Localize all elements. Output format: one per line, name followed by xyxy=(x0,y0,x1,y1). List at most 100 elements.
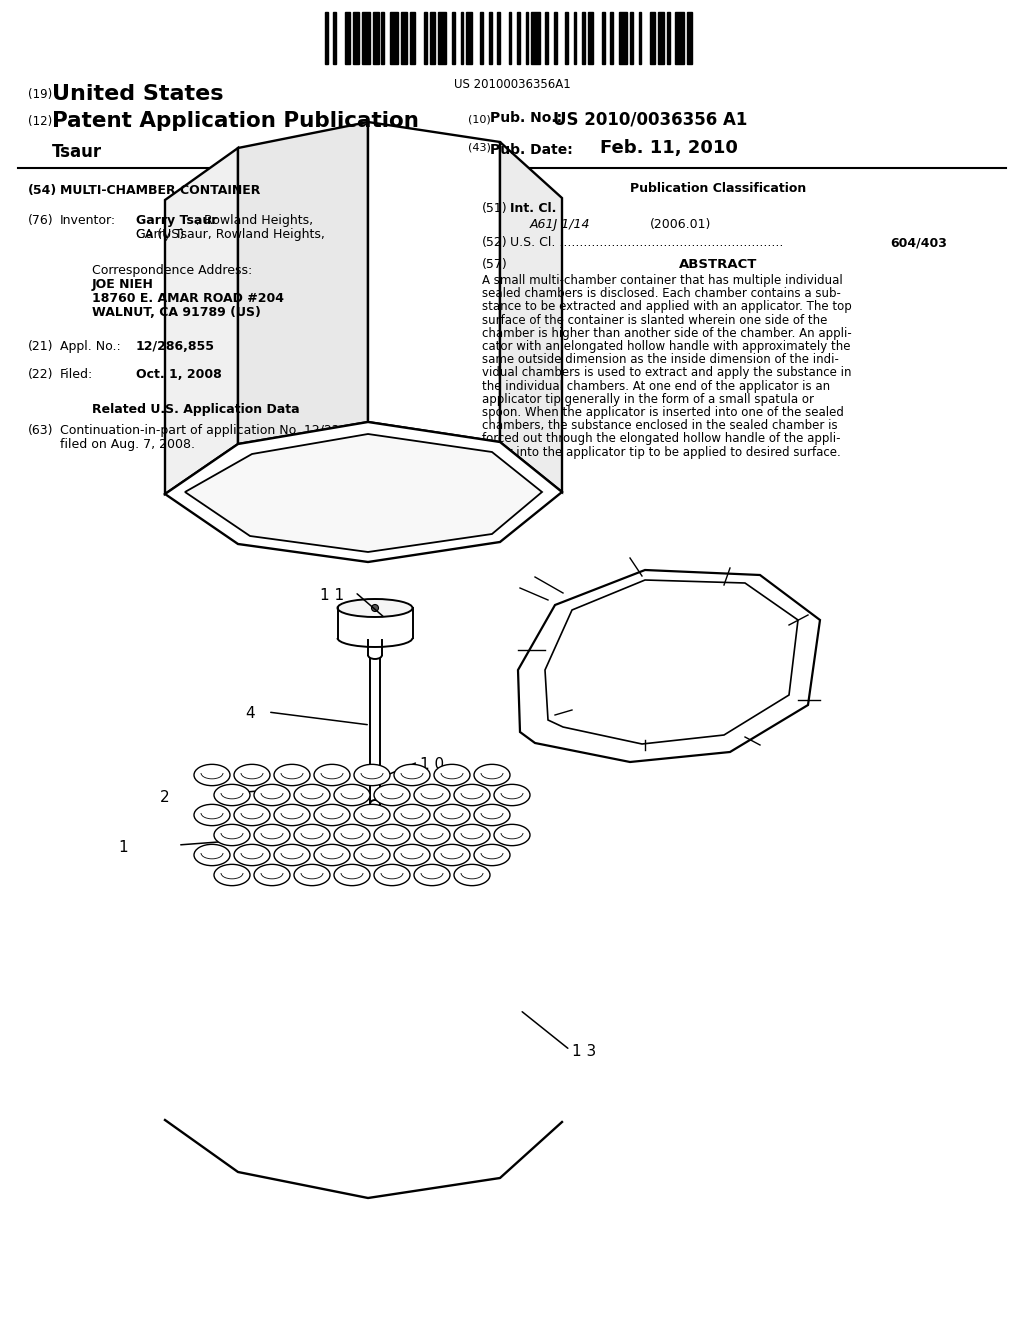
Text: (63): (63) xyxy=(28,424,53,437)
Text: (10): (10) xyxy=(468,114,490,124)
Ellipse shape xyxy=(294,784,330,805)
Bar xyxy=(525,12,528,63)
Ellipse shape xyxy=(414,784,450,805)
Ellipse shape xyxy=(434,845,470,866)
Ellipse shape xyxy=(314,845,350,866)
Text: Publication Classification: Publication Classification xyxy=(630,182,806,195)
Ellipse shape xyxy=(474,764,510,785)
Bar xyxy=(410,12,416,63)
Text: 604/403: 604/403 xyxy=(890,236,947,249)
Bar xyxy=(573,12,577,63)
Bar xyxy=(466,12,472,63)
Ellipse shape xyxy=(454,824,490,846)
Ellipse shape xyxy=(234,845,270,866)
Bar xyxy=(517,12,520,63)
Bar xyxy=(424,12,427,63)
Bar xyxy=(453,12,455,63)
Text: Correspondence Address:: Correspondence Address: xyxy=(92,264,252,277)
Bar xyxy=(531,12,540,63)
Text: 1 3: 1 3 xyxy=(572,1044,596,1059)
Text: chamber is higher than another side of the chamber. An appli-: chamber is higher than another side of t… xyxy=(482,327,852,339)
Polygon shape xyxy=(368,121,500,442)
Ellipse shape xyxy=(434,764,470,785)
Bar xyxy=(618,12,628,63)
Bar xyxy=(667,12,670,63)
Text: (52): (52) xyxy=(482,236,508,249)
Text: , Rowland Heights,: , Rowland Heights, xyxy=(196,214,313,227)
Text: United States: United States xyxy=(52,84,223,104)
Text: Tsaur: Tsaur xyxy=(52,143,102,161)
Text: stance to be extracted and applied with an applicator. The top: stance to be extracted and applied with … xyxy=(482,301,852,313)
Text: sealed chambers is disclosed. Each chamber contains a sub-: sealed chambers is disclosed. Each chamb… xyxy=(482,288,841,300)
Text: ABSTRACT: ABSTRACT xyxy=(679,257,757,271)
Bar xyxy=(639,12,641,63)
Ellipse shape xyxy=(394,845,430,866)
Bar xyxy=(461,12,464,63)
Text: Pub. Date:: Pub. Date: xyxy=(490,143,572,157)
Text: CA (US): CA (US) xyxy=(136,228,184,242)
Text: applicator tip generally in the form of a small spatula or: applicator tip generally in the form of … xyxy=(482,393,814,405)
Ellipse shape xyxy=(394,764,430,785)
Text: (57): (57) xyxy=(482,257,508,271)
Bar xyxy=(480,12,483,63)
Ellipse shape xyxy=(374,865,410,886)
Ellipse shape xyxy=(474,804,510,826)
Text: (43): (43) xyxy=(468,143,490,153)
Text: same outside dimension as the inside dimension of the indi-: same outside dimension as the inside dim… xyxy=(482,354,839,366)
Bar xyxy=(554,12,557,63)
Bar xyxy=(686,12,692,63)
Bar xyxy=(658,12,664,63)
Text: Related U.S. Application Data: Related U.S. Application Data xyxy=(92,403,300,416)
Ellipse shape xyxy=(454,784,490,805)
Bar xyxy=(565,12,568,63)
Ellipse shape xyxy=(334,784,370,805)
Text: A small multi-chamber container that has multiple individual: A small multi-chamber container that has… xyxy=(482,275,843,286)
Ellipse shape xyxy=(214,784,250,805)
Ellipse shape xyxy=(254,865,290,886)
Polygon shape xyxy=(500,143,562,492)
Ellipse shape xyxy=(334,824,370,846)
Ellipse shape xyxy=(414,824,450,846)
Text: (2006.01): (2006.01) xyxy=(650,218,712,231)
Text: US 20100036356A1: US 20100036356A1 xyxy=(454,78,570,91)
Text: cator with an elongated hollow handle with approximately the: cator with an elongated hollow handle wi… xyxy=(482,341,851,352)
Text: Appl. No.:: Appl. No.: xyxy=(60,341,121,352)
Ellipse shape xyxy=(234,764,270,785)
Bar xyxy=(488,12,492,63)
Text: 1: 1 xyxy=(118,840,128,855)
Ellipse shape xyxy=(274,845,310,866)
Bar xyxy=(498,12,500,63)
Bar xyxy=(382,12,384,63)
Text: cator into the applicator tip to be applied to desired surface.: cator into the applicator tip to be appl… xyxy=(482,446,841,458)
Text: (54): (54) xyxy=(28,183,57,197)
Bar xyxy=(325,12,328,63)
Bar xyxy=(650,12,655,63)
Text: (22): (22) xyxy=(28,368,53,381)
Ellipse shape xyxy=(254,824,290,846)
Ellipse shape xyxy=(214,824,250,846)
Text: Patent Application Publication: Patent Application Publication xyxy=(52,111,419,131)
Ellipse shape xyxy=(338,599,413,616)
Polygon shape xyxy=(238,121,368,444)
Text: (76): (76) xyxy=(28,214,53,227)
Circle shape xyxy=(372,605,379,611)
Ellipse shape xyxy=(194,845,230,866)
Ellipse shape xyxy=(194,804,230,826)
Ellipse shape xyxy=(374,784,410,805)
Ellipse shape xyxy=(394,804,430,826)
Ellipse shape xyxy=(274,804,310,826)
Polygon shape xyxy=(165,148,238,494)
Ellipse shape xyxy=(274,764,310,785)
Bar xyxy=(546,12,548,63)
Text: chambers, the substance enclosed in the sealed chamber is: chambers, the substance enclosed in the … xyxy=(482,420,838,432)
Bar xyxy=(509,12,511,63)
Ellipse shape xyxy=(294,865,330,886)
Text: vidual chambers is used to extract and apply the substance in: vidual chambers is used to extract and a… xyxy=(482,367,852,379)
Polygon shape xyxy=(185,434,542,552)
Ellipse shape xyxy=(294,824,330,846)
Text: 2: 2 xyxy=(160,789,170,805)
Text: surface of the container is slanted wherein one side of the: surface of the container is slanted wher… xyxy=(482,314,827,326)
Ellipse shape xyxy=(414,865,450,886)
Ellipse shape xyxy=(254,784,290,805)
Bar xyxy=(429,12,435,63)
